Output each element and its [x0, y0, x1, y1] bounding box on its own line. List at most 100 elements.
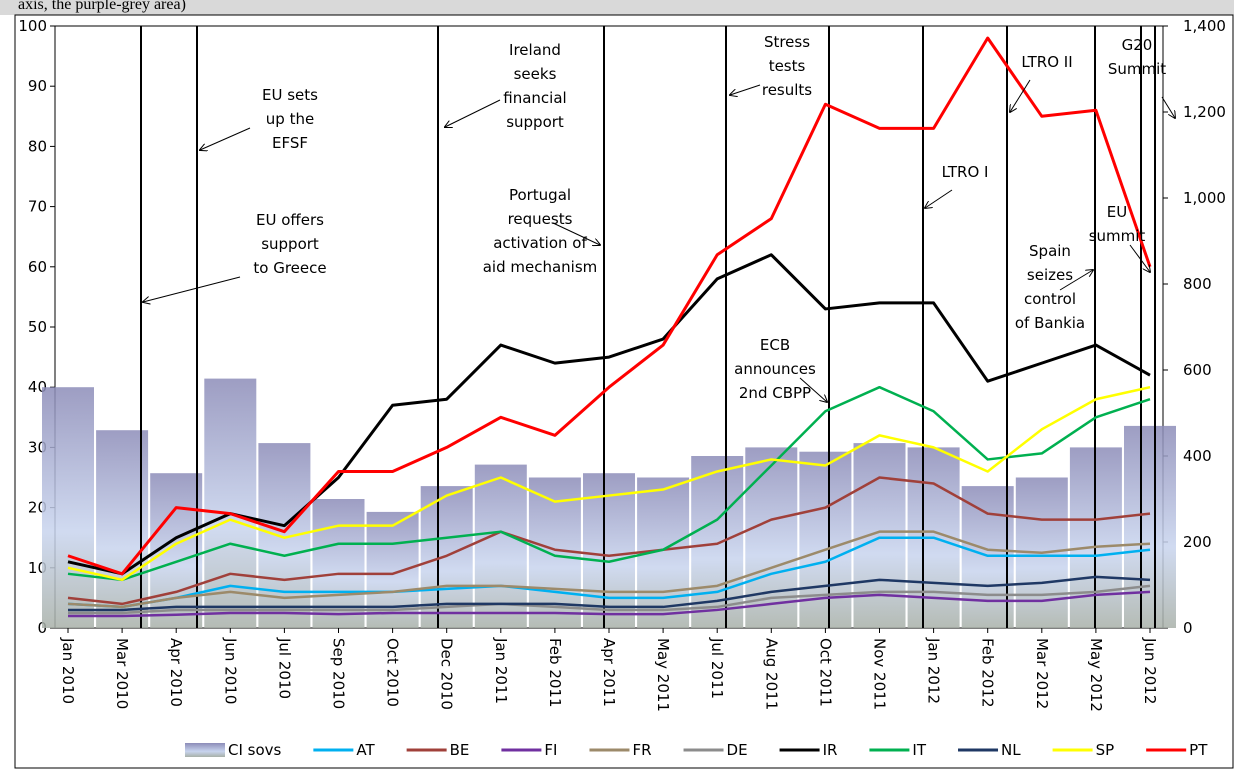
legend-label: PT — [1189, 741, 1208, 759]
annotation: of Bankia — [1015, 314, 1085, 332]
x-tick-label: Sep 2010 — [330, 638, 348, 709]
y-tick-label: 80 — [28, 137, 47, 155]
x-tick-label: May 2012 — [1087, 638, 1105, 712]
annotation-arrow — [445, 99, 501, 127]
x-tick-label: Jan 2012 — [925, 637, 943, 704]
line — [67, 476, 1151, 606]
bar — [258, 443, 311, 628]
bar — [474, 464, 527, 628]
legend-label: IT — [912, 741, 926, 759]
annotation: LTRO I — [942, 163, 989, 181]
bar — [691, 456, 744, 628]
annotation-arrow — [1010, 79, 1031, 112]
annotation: up the — [266, 110, 314, 128]
annotation: seizes — [1027, 266, 1073, 284]
line — [67, 530, 1151, 609]
y2-tick-label: 600 — [1183, 361, 1212, 379]
line — [67, 36, 1152, 576]
y2-tick-label: 200 — [1183, 533, 1212, 551]
annotation-arrow — [799, 377, 827, 402]
legend-label: CI sovs — [228, 741, 282, 759]
y-tick-label: 70 — [28, 198, 47, 216]
line — [68, 584, 1151, 615]
x-tick-label: Aug 2011 — [762, 638, 780, 710]
legend-label: DE — [727, 741, 748, 759]
annotation: 2nd CBPP — [739, 384, 811, 402]
annotation-arrow — [925, 189, 953, 208]
line — [67, 253, 1151, 576]
caption-strip — [0, 0, 1234, 15]
chart-border — [14, 14, 1234, 769]
y2-tick-label: 800 — [1183, 275, 1212, 293]
line — [67, 385, 1151, 582]
legend-label: IR — [823, 741, 838, 759]
annotation: LTRO II — [1021, 53, 1072, 71]
annotation: summit — [1089, 227, 1146, 245]
bar — [799, 451, 852, 628]
annotation: ECB — [760, 336, 790, 354]
annotation-arrow — [1161, 96, 1175, 118]
x-tick-label: Jul 2010 — [275, 637, 293, 699]
legend-label: FI — [544, 741, 557, 759]
x-tick-label: Feb 2012 — [979, 638, 997, 708]
x-tick-label: Jan 2010 — [59, 637, 77, 704]
legend-swatch — [185, 743, 225, 757]
y-tick-label: 100 — [18, 17, 47, 35]
bar — [1124, 425, 1176, 628]
x-tick-label: Mar 2012 — [1033, 638, 1051, 709]
bar — [583, 473, 635, 628]
legend-label: NL — [1001, 741, 1021, 759]
annotation: G20 — [1122, 36, 1153, 54]
annotation-arrow — [1059, 270, 1093, 291]
annotation: to Greece — [253, 259, 326, 277]
annotation: EU — [1107, 203, 1127, 221]
annotation: results — [762, 81, 812, 99]
annotation: seeks — [514, 65, 557, 83]
bar — [961, 486, 1014, 628]
annotation: support — [506, 113, 564, 131]
annotation: announces — [734, 360, 816, 378]
annotation: EU offers — [256, 211, 324, 229]
annotation: support — [261, 235, 319, 253]
annotation: Spain — [1029, 242, 1071, 260]
x-tick-label: Dec 2010 — [438, 638, 456, 710]
annotation: activation of — [493, 234, 587, 252]
x-tick-label: Apr 2011 — [600, 638, 618, 707]
annotation: EU sets — [262, 86, 318, 104]
annotation: control — [1024, 290, 1076, 308]
x-tick-label: Jun 2010 — [221, 637, 239, 704]
annotation: Portugal — [509, 186, 571, 204]
caption: axis, the purple-grey area) — [18, 0, 186, 13]
x-tick-label: Nov 2011 — [871, 638, 889, 710]
annotation: aid mechanism — [483, 258, 598, 276]
bar — [312, 499, 365, 628]
annotation: tests — [769, 57, 806, 75]
annotation-arrow — [143, 276, 241, 302]
y2-tick-label: 0 — [1183, 619, 1193, 637]
annotation-arrow — [200, 127, 251, 150]
line — [68, 590, 1151, 618]
line — [67, 536, 1151, 609]
bar — [96, 430, 149, 628]
x-tick-label: Jun 2012 — [1141, 637, 1159, 704]
line — [68, 575, 1151, 612]
legend-label: BE — [450, 741, 470, 759]
y2-tick-label: 400 — [1183, 447, 1212, 465]
annotation: Stress — [764, 33, 810, 51]
y2-tick-label: 1,200 — [1183, 103, 1226, 121]
x-tick-label: Mar 2010 — [113, 638, 131, 709]
x-tick-label: Oct 2010 — [384, 638, 402, 707]
annotation: Summit — [1108, 60, 1166, 78]
legend-label: FR — [632, 741, 651, 759]
bar — [853, 443, 906, 628]
y-tick-label: 50 — [28, 318, 47, 336]
y-tick-label: 60 — [28, 258, 47, 276]
x-tick-label: Jan 2011 — [492, 637, 510, 704]
annotation: requests — [508, 210, 573, 228]
legend-label: SP — [1096, 741, 1115, 759]
annotation: Ireland — [509, 41, 561, 59]
x-tick-label: Oct 2011 — [816, 638, 834, 707]
x-tick-label: Feb 2011 — [546, 638, 564, 708]
line — [67, 385, 1151, 582]
